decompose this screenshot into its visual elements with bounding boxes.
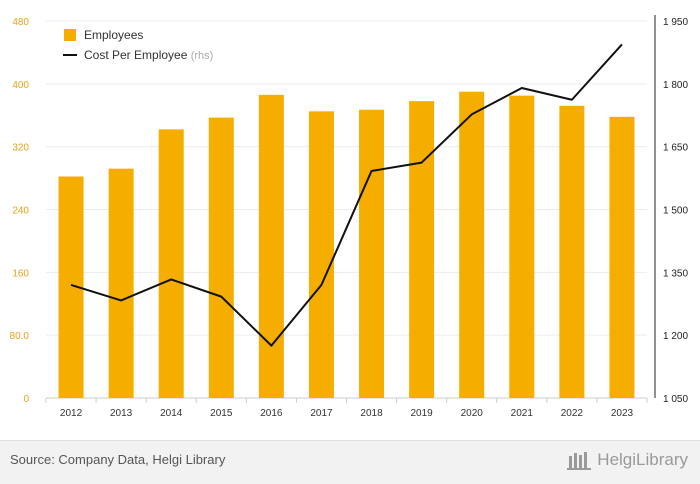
legend-label-employees: Employees bbox=[84, 28, 143, 42]
right-tick-label: 1 500 bbox=[663, 206, 688, 217]
left-tick-label: 320 bbox=[12, 143, 29, 154]
right-tick-label: 1 650 bbox=[663, 143, 688, 154]
right-tick-label: 1 950 bbox=[663, 17, 688, 28]
source-note: Source: Company Data, Helgi Library bbox=[10, 452, 225, 467]
x-tick-label: 2018 bbox=[360, 408, 383, 419]
logo-text: HelgiLibrary bbox=[597, 450, 688, 470]
x-tick-label: 2016 bbox=[260, 408, 283, 419]
x-tick-label: 2015 bbox=[210, 408, 233, 419]
library-icon bbox=[567, 450, 593, 470]
legend-rhs-note: (rhs) bbox=[191, 50, 214, 62]
right-tick-label: 1 800 bbox=[663, 80, 688, 91]
bar-2013 bbox=[109, 169, 134, 398]
bar-2023 bbox=[609, 117, 634, 398]
bar-2021 bbox=[509, 96, 534, 398]
left-tick-label: 480 bbox=[12, 17, 29, 28]
x-tick-label: 2012 bbox=[60, 408, 83, 419]
bar-series bbox=[59, 92, 635, 398]
helgi-library-logo[interactable]: HelgiLibrary bbox=[567, 450, 688, 470]
bar-2015 bbox=[209, 118, 234, 398]
x-tick-label: 2017 bbox=[310, 408, 333, 419]
legend-label-cost: Cost Per Employee (rhs) bbox=[84, 48, 213, 62]
legend-swatch-employees bbox=[64, 29, 76, 41]
right-tick-label: 1 050 bbox=[663, 394, 688, 405]
bar-2019 bbox=[409, 101, 434, 398]
chart: 0 80.0 160 240 320 400 480 1 050 1 200 1 350 1 50… bbox=[0, 0, 700, 440]
x-tick-label: 2019 bbox=[411, 408, 434, 419]
cost-per-employee-line bbox=[71, 44, 622, 345]
right-tick-label: 1 200 bbox=[663, 331, 688, 342]
left-tick-label: 80.0 bbox=[10, 331, 30, 342]
x-tick-label: 2014 bbox=[160, 408, 183, 419]
bar-2020 bbox=[459, 92, 484, 398]
legend: Employees Cost Per Employee (rhs) bbox=[63, 28, 213, 62]
left-axis: 0 80.0 160 240 320 400 480 bbox=[10, 17, 30, 405]
left-tick-label: 400 bbox=[12, 80, 29, 91]
line-series bbox=[71, 44, 622, 345]
bar-2014 bbox=[159, 129, 184, 398]
bar-2022 bbox=[559, 106, 584, 398]
x-tick-label: 2020 bbox=[461, 408, 484, 419]
x-tick-label: 2022 bbox=[561, 408, 584, 419]
left-tick-label: 160 bbox=[12, 268, 29, 279]
x-axis: 2012 2013 2014 2015 2016 2017 2018 2019 2020 2021… bbox=[46, 398, 647, 419]
right-tick-label: 1 350 bbox=[663, 268, 688, 279]
bar-2018 bbox=[359, 110, 384, 398]
x-tick-label: 2013 bbox=[110, 408, 133, 419]
right-axis: 1 050 1 200 1 350 1 500 1 650 1 800 1 950 bbox=[655, 15, 688, 405]
bar-2016 bbox=[259, 95, 284, 398]
grid-lines bbox=[46, 21, 647, 398]
bar-2017 bbox=[309, 111, 334, 398]
footer: Source: Company Data, Helgi Library Helg… bbox=[0, 440, 700, 484]
x-tick-label: 2021 bbox=[511, 408, 534, 419]
x-tick-label: 2023 bbox=[611, 408, 634, 419]
left-tick-label: 0 bbox=[23, 394, 29, 405]
left-tick-label: 240 bbox=[12, 206, 29, 217]
